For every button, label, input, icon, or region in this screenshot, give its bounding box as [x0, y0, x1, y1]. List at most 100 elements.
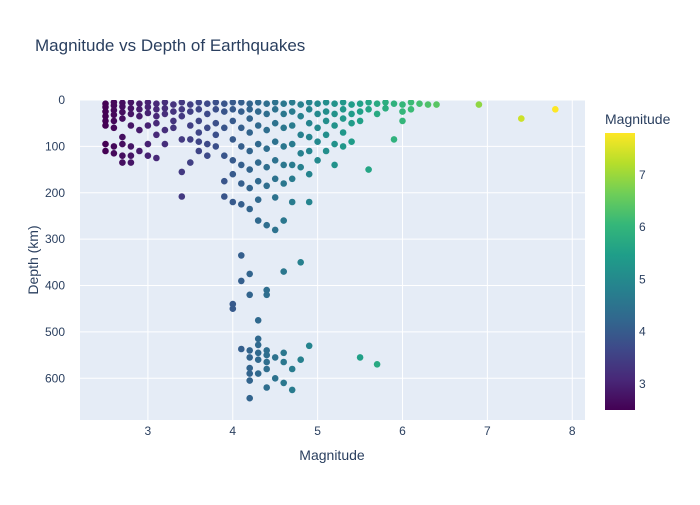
- scatter-point: [263, 145, 271, 152]
- scatter-point: [390, 100, 398, 107]
- scatter-point: [254, 335, 262, 343]
- scatter-point: [110, 106, 118, 114]
- scatter-point: [238, 345, 245, 353]
- scatter-point: [254, 349, 262, 357]
- scatter-point: [356, 108, 364, 115]
- scatter-point: [127, 159, 135, 166]
- scatter-point: [263, 358, 271, 366]
- scatter-point: [365, 106, 372, 113]
- scatter-point: [382, 100, 389, 106]
- scatter-point: [136, 147, 143, 155]
- x-tick-label: 4: [229, 424, 236, 438]
- scatter-point: [144, 122, 152, 129]
- scatter-point: [144, 140, 152, 148]
- scatter-point: [331, 161, 338, 169]
- scatter-point: [254, 122, 262, 129]
- colorbar: [605, 133, 635, 410]
- scatter-point: [254, 196, 262, 203]
- scatter-point: [229, 300, 237, 308]
- scatter-point: [161, 126, 169, 134]
- scatter-point: [195, 117, 203, 125]
- scatter-point: [212, 119, 220, 127]
- scatter-point: [195, 129, 203, 136]
- scatter-point: [153, 131, 160, 139]
- scatter-point: [212, 106, 220, 113]
- scatter-point: [305, 106, 313, 113]
- scatter-point: [297, 259, 305, 266]
- scatter-point: [263, 182, 271, 190]
- scatter-point: [178, 106, 186, 113]
- scatter-point: [475, 101, 483, 108]
- scatter-point: [246, 115, 253, 122]
- scatter-point: [263, 365, 271, 373]
- scatter-point: [271, 119, 279, 127]
- scatter-point: [254, 177, 262, 185]
- scatter-point: [119, 152, 126, 159]
- scatter-point: [238, 124, 245, 132]
- scatter-point: [170, 117, 177, 125]
- scatter-point: [331, 122, 338, 129]
- scatter-point: [238, 201, 245, 208]
- scatter-point: [110, 124, 118, 132]
- scatter-point: [153, 106, 160, 113]
- scatter-point: [254, 108, 262, 115]
- scatter-point: [246, 370, 253, 377]
- scatter-point: [288, 161, 296, 169]
- scatter-point: [102, 108, 109, 115]
- scatter-point: [229, 157, 237, 164]
- scatter-point: [271, 226, 279, 234]
- scatter-point: [288, 386, 296, 394]
- scatter-point: [280, 110, 288, 118]
- scatter-point: [246, 166, 253, 173]
- scatter-point: [271, 157, 279, 164]
- scatter-point: [178, 100, 186, 106]
- scatter-point: [263, 384, 271, 391]
- scatter-point: [322, 100, 330, 106]
- scatter-point: [221, 152, 228, 159]
- scatter-point: [238, 277, 245, 285]
- x-tick-label: 5: [314, 424, 321, 438]
- scatter-point: [254, 159, 262, 166]
- scatter-point: [187, 108, 194, 115]
- scatter-point: [314, 157, 321, 164]
- scatter-point: [263, 110, 271, 118]
- scatter-point: [399, 108, 406, 115]
- scatter-point: [246, 184, 253, 192]
- scatter-point: [263, 347, 271, 354]
- scatter-point: [161, 140, 169, 148]
- scatter-point: [204, 152, 211, 159]
- scatter-point: [170, 124, 177, 132]
- scatter-point: [348, 110, 355, 118]
- scatter-point: [280, 268, 288, 275]
- scatter-point: [271, 375, 279, 382]
- scatter-point: [305, 147, 313, 155]
- scatter-point: [271, 354, 279, 361]
- y-tick-label: 500: [45, 325, 65, 339]
- scatter-point: [280, 379, 288, 387]
- colorbar-tick-label: 4: [639, 325, 646, 339]
- scatter-point: [161, 110, 169, 118]
- scatter-point: [238, 252, 245, 259]
- scatter-point: [280, 358, 288, 366]
- scatter-point: [153, 100, 160, 107]
- scatter-point: [238, 100, 245, 106]
- scatter-point: [187, 136, 194, 143]
- scatter-point: [305, 100, 313, 106]
- x-tick-label: 6: [399, 424, 406, 438]
- scatter-point: [331, 110, 338, 118]
- scatter-point: [339, 115, 347, 122]
- scatter-point: [246, 291, 253, 299]
- scatter-point: [178, 136, 186, 143]
- scatter-point: [178, 112, 186, 120]
- scatter-point: [119, 140, 126, 148]
- scatter-point: [348, 138, 355, 145]
- scatter-point: [136, 100, 143, 107]
- scatter-point: [254, 317, 262, 324]
- scatter-point: [373, 100, 381, 107]
- scatter-point: [365, 100, 372, 106]
- chart-title: Magnitude vs Depth of Earthquakes: [35, 36, 305, 55]
- colorbar-tick-label: 7: [639, 168, 646, 182]
- scatter-point: [288, 175, 296, 183]
